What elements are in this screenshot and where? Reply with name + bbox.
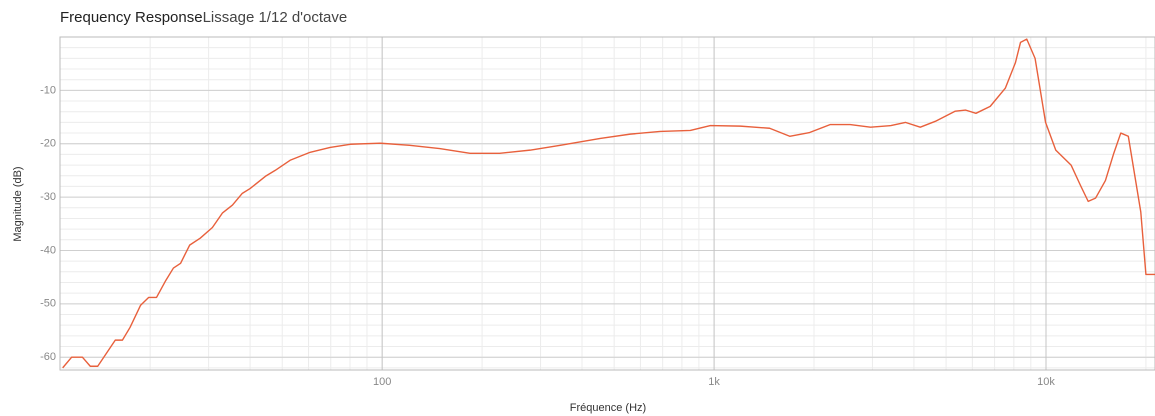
y-axis-label: Magnitude (dB) <box>12 166 24 241</box>
y-tick-label: -20 <box>40 138 56 150</box>
y-tick-label: -40 <box>40 244 56 256</box>
x-tick-label: 10k <box>1037 376 1055 388</box>
chart-title: Frequency ResponseLissage 1/12 d'octave <box>60 9 347 26</box>
y-tick-label: -50 <box>40 298 56 310</box>
x-tick-label: 1k <box>708 376 720 388</box>
title: Frequency Response <box>60 9 203 26</box>
y-tick-label: -60 <box>40 351 56 363</box>
y-tick-label: -30 <box>40 191 56 203</box>
x-tick-label: 100 <box>373 376 391 388</box>
plot-frame <box>59 36 1155 371</box>
x-axis-label: Fréquence (Hz) <box>570 402 646 414</box>
y-tick-label: -10 <box>40 84 56 96</box>
response-line <box>62 38 1155 369</box>
subtitle: Lissage 1/12 d'octave <box>203 9 348 26</box>
